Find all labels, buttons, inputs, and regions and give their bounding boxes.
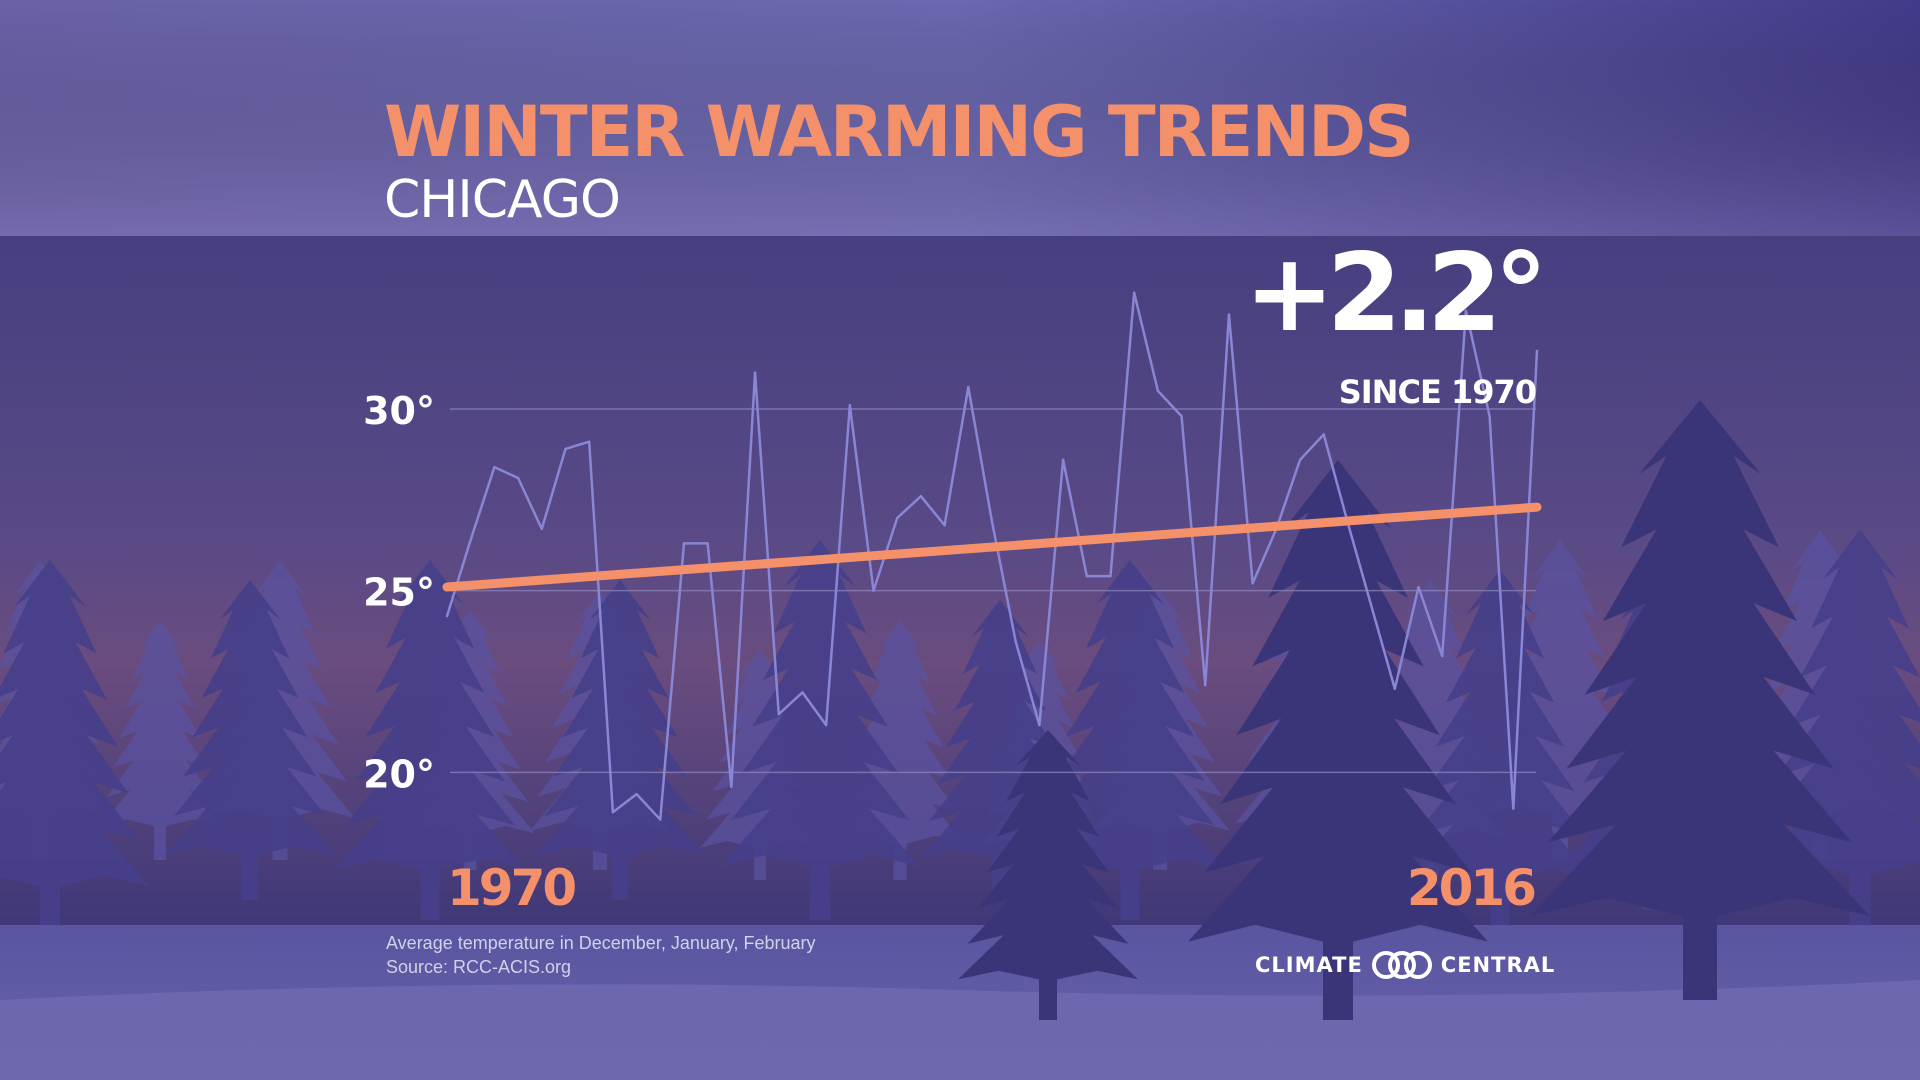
data-point: [1132, 291, 1136, 294]
data-point: [872, 589, 875, 592]
chart-title: WINTER WARMING TRENDS: [384, 91, 1415, 173]
data-point: [611, 811, 615, 814]
tree-front: [958, 730, 1138, 1020]
tree-front: [1188, 460, 1488, 1020]
x-tick-label: 1970: [447, 859, 575, 917]
chart-subtitle: CHICAGO: [384, 170, 621, 230]
data-point: [777, 713, 780, 716]
tree-mid: [720, 540, 920, 920]
footnote-source: Source: RCC-ACIS.org: [386, 957, 572, 977]
y-tick-label: 30°: [363, 389, 435, 433]
tree-mid: [1755, 530, 1920, 930]
data-point: [1204, 683, 1207, 687]
data-point: [1109, 574, 1112, 578]
data-point: [564, 447, 567, 451]
data-point: [1251, 582, 1254, 585]
trend-line: [442, 502, 1542, 592]
tree-mid: [1405, 570, 1595, 930]
data-point: [493, 465, 496, 469]
data-point: [1298, 458, 1302, 462]
data-point: [516, 476, 520, 480]
y-tick-label: 25°: [363, 571, 435, 615]
tree-mid: [535, 580, 705, 900]
data-point: [587, 440, 591, 443]
data-point: [801, 691, 804, 694]
data-point: [469, 538, 472, 541]
data-point: [1085, 574, 1088, 578]
tree-mid: [335, 560, 525, 920]
data-point: [706, 542, 709, 545]
data-point: [896, 516, 899, 520]
x-axis-ticks: 1970 2016: [447, 859, 1538, 917]
data-point: [943, 524, 946, 527]
data-point: [1061, 458, 1065, 462]
data-point: [1038, 723, 1041, 727]
logo-word-left: CLIMATE: [1255, 953, 1363, 977]
data-point: [1227, 313, 1231, 316]
data-point: [753, 371, 757, 374]
data-point: [1180, 415, 1183, 418]
logo-rings-icon: [1371, 951, 1432, 979]
data-point: [1369, 604, 1373, 607]
y-tick-label: 20°: [363, 752, 435, 796]
data-point: [1441, 654, 1444, 658]
data-point: [824, 723, 828, 727]
data-point: [1393, 687, 1397, 690]
data-point: [1322, 433, 1325, 436]
data-point: [445, 614, 449, 618]
warming-value: +2.2°: [1244, 231, 1548, 356]
data-point: [990, 520, 994, 523]
tree-mid: [165, 580, 335, 900]
data-point: [1014, 640, 1017, 643]
gridlines: [450, 408, 1536, 774]
data-point: [1512, 807, 1515, 810]
tree-layer-front: [958, 400, 1870, 1020]
y-axis-ticks: 20° 25° 30°: [363, 389, 435, 796]
data-point: [1535, 349, 1539, 353]
data-point: [919, 495, 923, 498]
footnote-description: Average temperature in December, January…: [386, 933, 816, 953]
snow-drift: [0, 980, 1920, 1080]
tree-front: [1530, 400, 1870, 1000]
data-point: [967, 386, 970, 389]
climate-central-logo: CLIMATE CENTRAL: [1255, 950, 1555, 980]
data-point: [730, 785, 733, 789]
tree-mid: [0, 560, 150, 940]
data-point: [659, 818, 662, 821]
data-point: [848, 404, 852, 407]
data-point: [1488, 415, 1491, 418]
data-point: [540, 527, 543, 531]
data-point: [1156, 389, 1160, 393]
sky-glow: [0, 0, 1920, 236]
data-point: [1417, 585, 1420, 589]
warming-label: SINCE 1970: [1338, 373, 1537, 411]
x-tick-label: 2016: [1407, 859, 1535, 917]
data-point: [682, 542, 686, 545]
data-point: [1464, 309, 1468, 313]
data-point: [635, 792, 638, 796]
series-group: [442, 291, 1542, 821]
logo-word-right: CENTRAL: [1440, 953, 1556, 977]
